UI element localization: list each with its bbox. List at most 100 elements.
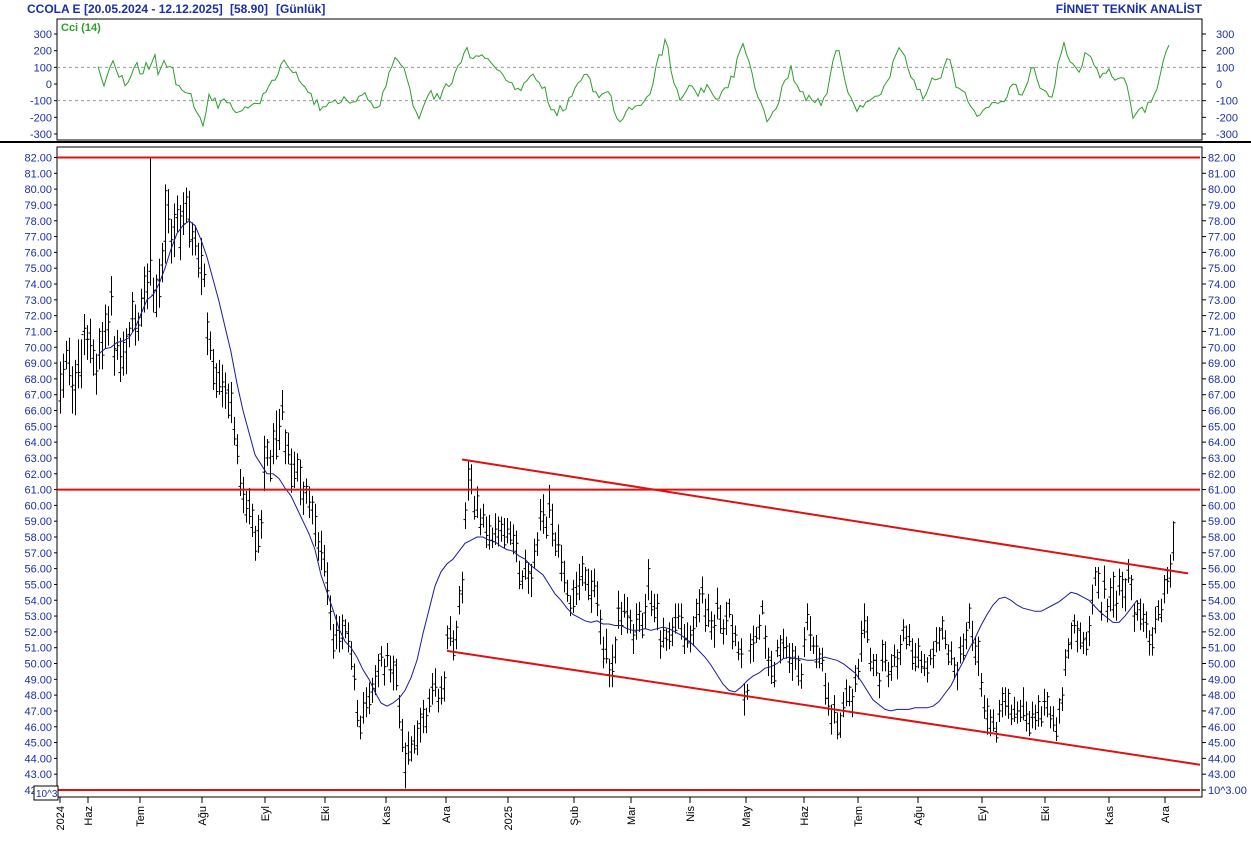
ohlc-bar <box>205 312 210 356</box>
ohlc-bar <box>904 625 909 650</box>
ohlc-bar <box>976 636 981 677</box>
ohlc-bar <box>859 620 864 662</box>
ohlc-bar <box>520 570 525 590</box>
ohlc-bar <box>73 359 78 416</box>
ohlc-bar <box>1063 649 1068 677</box>
ohlc-bar <box>67 337 72 386</box>
ohlc-bar <box>1084 631 1089 656</box>
price-panel: 82.00 81.00 80.00 79.00 78.00 77.00 76.00 75.00… <box>24 146 1247 801</box>
cci-tick-right: 200 <box>1216 46 1234 58</box>
ohlc-bar <box>769 650 774 685</box>
cci-right-axis: 300 200 100 0 -100 -200 -300 <box>1202 29 1238 141</box>
x-tick-label: Haz <box>799 806 811 826</box>
price-tick-left: 63.00 <box>24 453 52 465</box>
ohlc-bar <box>952 657 957 680</box>
ohlc-bar <box>172 203 177 258</box>
ohlc-bar <box>424 707 429 734</box>
ohlc-bar <box>790 642 795 681</box>
ohlc-bar <box>1147 630 1152 656</box>
ohlc-bar <box>535 532 540 556</box>
ohlc-bar <box>937 627 942 651</box>
ohlc-bar <box>169 219 174 264</box>
ohlc-bar <box>778 635 783 664</box>
ohlc-bar <box>262 435 267 492</box>
price-tick-left: 65.00 <box>24 421 52 433</box>
x-tick-label: Eki <box>1040 806 1052 821</box>
cci-grid <box>57 66 1202 102</box>
ohlc-bar <box>643 593 648 629</box>
ohlc-bar <box>727 598 732 618</box>
ohlc-bar <box>295 453 300 482</box>
ohlc-bar <box>208 331 213 360</box>
ohlc-bar <box>892 644 897 667</box>
price-tick-right: 73.00 <box>1208 295 1236 307</box>
ohlc-bar <box>280 389 285 420</box>
x-tick-label: 2025 <box>503 806 515 830</box>
ohlc-bar <box>307 486 312 519</box>
price-tick-left: 50.00 <box>24 659 52 671</box>
ohlc-bar <box>271 423 276 465</box>
brand-label: FİNNET TEKNİK ANALİST <box>1055 2 1202 16</box>
price-tick-left: 54.00 <box>24 595 52 607</box>
ohlc-bar <box>103 304 108 349</box>
price-tick-right: 80.00 <box>1208 184 1236 196</box>
ohlc-bar <box>1036 695 1041 727</box>
ohlc-bar <box>301 481 306 515</box>
ohlc-bar <box>901 619 906 642</box>
ohlc-bar <box>1138 598 1143 631</box>
ohlc-bar <box>919 650 924 673</box>
price-tick-right: 65.00 <box>1208 421 1236 433</box>
ohlc-bar <box>79 334 84 389</box>
ohlc-bar <box>655 593 660 631</box>
ohlc-bar <box>1087 616 1092 647</box>
ohlc-bar <box>667 622 672 650</box>
cci-tick-left: -100 <box>30 96 52 108</box>
ohlc-bar <box>505 518 510 544</box>
ohlc-bar <box>583 567 588 591</box>
ohlc-bar <box>88 318 93 364</box>
ohlc-bar <box>319 530 324 571</box>
ohlc-bar <box>853 665 858 692</box>
price-tick-right: 64.00 <box>1208 437 1236 449</box>
price-tick-right: 55.00 <box>1208 579 1236 591</box>
ohlc-bar <box>1144 611 1149 639</box>
ohlc-bar <box>820 647 825 672</box>
ohlc-bar <box>700 576 705 604</box>
ohlc-bar <box>694 598 699 628</box>
ohlc-bar <box>997 699 1002 723</box>
ohlc-bar <box>322 544 327 577</box>
ohlc-bar <box>544 516 549 539</box>
cci-left-axis: 300 200 100 0 -100 -200 -300 <box>30 29 57 141</box>
ohlc-bar <box>1075 620 1080 653</box>
ohlc-bar <box>589 570 594 613</box>
ohlc-bar <box>82 314 87 356</box>
ohlc-bar <box>193 225 198 256</box>
ohlc-bar <box>355 699 360 727</box>
price-tick-left: 76.00 <box>24 247 52 259</box>
trend-lines <box>57 156 1201 791</box>
ohlc-bar <box>616 590 621 629</box>
ohlc-bar <box>1171 521 1176 561</box>
ohlc-bar <box>418 707 423 743</box>
price-tick-left: 79.00 <box>24 200 52 212</box>
ohlc-bar <box>256 514 261 553</box>
ohlc-bar <box>775 639 780 658</box>
ohlc-bar <box>166 189 171 234</box>
ohlc-bar <box>1006 688 1011 719</box>
ohlc-bar <box>217 359 222 395</box>
ohlc-bar <box>514 530 519 563</box>
price-tick-right: 56.00 <box>1208 564 1236 576</box>
ohlc-bar <box>661 617 666 648</box>
x-tick-label: Eyl <box>977 806 989 821</box>
ohlc-bar <box>313 503 318 547</box>
ohlc-bar <box>382 658 387 686</box>
ohlc-bar <box>64 340 69 370</box>
ohlc-bar <box>841 691 846 718</box>
ohlc-bar <box>658 630 663 659</box>
ohlc-bar <box>427 688 432 713</box>
price-tick-right: 79.00 <box>1208 200 1236 212</box>
ohlc-bar <box>760 600 765 615</box>
ohlc-bar <box>961 633 966 661</box>
price-tick-left: 70.00 <box>24 342 52 354</box>
ohlc-bar <box>274 410 279 460</box>
